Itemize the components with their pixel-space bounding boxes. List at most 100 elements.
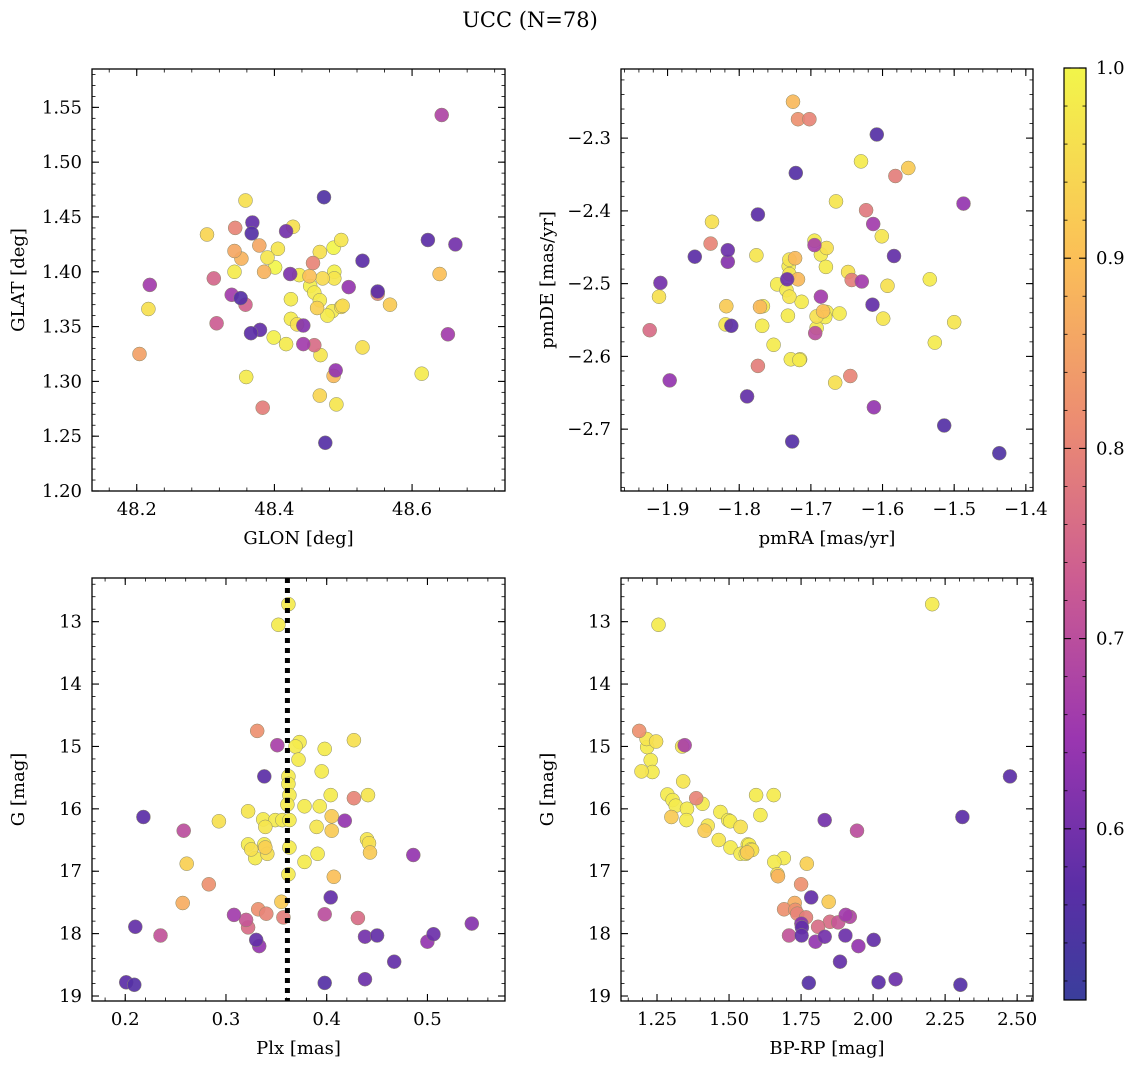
data-point — [662, 373, 677, 388]
data-point — [282, 266, 298, 282]
data-point — [296, 336, 311, 352]
data-point — [320, 308, 335, 323]
data-point — [252, 238, 267, 253]
data-point — [314, 764, 329, 779]
x-tick-label: 2.50 — [997, 1009, 1037, 1030]
data-point — [838, 907, 853, 923]
data-point — [337, 813, 353, 828]
x-tick-label: 1.25 — [637, 1009, 677, 1030]
scatter-panel-1: 48.2 48.4 48.6 1.20 1.25 1.30 1.35 1.40 1.45 1.50… — [8, 68, 506, 549]
data-point — [781, 928, 797, 943]
data-point — [283, 291, 299, 307]
data-point — [432, 266, 447, 282]
data-point — [270, 737, 285, 753]
colorbar-tick-label: 0.8 — [1096, 438, 1125, 459]
y-tick-label: 1.40 — [42, 262, 82, 283]
data-point — [782, 289, 797, 304]
y-tick-label: 1.25 — [42, 426, 82, 447]
x-tick-label: 2.00 — [853, 1009, 893, 1030]
data-point — [827, 375, 843, 390]
y-tick-label: 15 — [59, 736, 82, 757]
x-tick-label: 1.75 — [781, 1009, 821, 1030]
x-tick-label: 48.6 — [392, 499, 432, 520]
data-point — [370, 284, 385, 299]
figure-title: UCC (N=78) — [462, 8, 598, 32]
data-point — [302, 268, 317, 284]
data-point — [946, 314, 962, 330]
data-point — [854, 274, 870, 289]
data-point — [360, 787, 376, 803]
y-tick-label: 1.30 — [42, 371, 82, 392]
y-tick-label: 1.45 — [42, 207, 82, 228]
data-point — [687, 249, 703, 264]
data-point — [802, 111, 817, 127]
x-tick-label: 1.50 — [709, 1009, 749, 1030]
data-point — [266, 330, 281, 345]
colorbar-tick-label: 0.7 — [1096, 629, 1125, 650]
scatter-panel-2: −1.9 −1.8 −1.7 −1.6 −1.5 −1.4 −2.7 −2.6 −2.5 −2.4… — [537, 68, 1048, 549]
y-tick-label: 1.20 — [42, 481, 82, 502]
y-axis-label: G [mag] — [537, 753, 558, 826]
data-point — [132, 346, 147, 362]
data-point — [316, 189, 332, 205]
data-point — [784, 434, 800, 449]
data-point — [780, 308, 796, 323]
y-tick-label: −2.3 — [567, 128, 611, 149]
x-tick-label: −1.9 — [646, 499, 690, 520]
data-point — [642, 322, 657, 338]
y-tick-label: 18 — [59, 924, 82, 945]
y-tick-label: 1.55 — [42, 97, 82, 118]
data-point — [369, 928, 385, 943]
data-point — [256, 264, 272, 280]
data-point — [819, 240, 834, 256]
data-point — [953, 977, 968, 993]
x-tick-label: −1.4 — [1004, 499, 1048, 520]
data-point — [785, 94, 801, 109]
data-point — [278, 336, 294, 352]
data-point — [128, 919, 143, 935]
data-point — [849, 823, 865, 838]
x-axis-label: GLON [deg] — [243, 528, 353, 549]
data-point — [651, 617, 666, 633]
data-point — [794, 294, 809, 310]
y-tick-label: 16 — [59, 799, 82, 820]
data-point — [793, 877, 809, 892]
data-point — [309, 300, 325, 316]
data-point — [677, 737, 692, 753]
data-point — [448, 237, 463, 252]
data-point — [720, 242, 736, 258]
data-point — [880, 278, 895, 294]
data-point — [434, 107, 449, 123]
data-point — [787, 250, 803, 266]
points-1 — [132, 107, 463, 451]
data-point — [260, 250, 275, 265]
data-point — [679, 812, 694, 828]
x-tick-label: 0.3 — [212, 1009, 241, 1030]
data-point — [865, 297, 880, 312]
y-tick-label: −2.5 — [567, 274, 611, 295]
data-point — [724, 318, 739, 334]
data-point — [832, 306, 847, 321]
data-point — [749, 248, 764, 263]
data-point — [324, 809, 339, 824]
data-point — [1002, 769, 1018, 784]
data-point — [901, 160, 916, 176]
data-point — [739, 389, 755, 404]
data-point — [753, 807, 768, 823]
data-point — [754, 318, 770, 334]
y-axis-label: GLAT [deg] — [8, 228, 29, 332]
data-point — [675, 774, 691, 789]
scatter-panel-3: 0.2 0.3 0.4 0.5 13 14 15 16 17 18 19 Plx [mas] G [ma… — [8, 577, 506, 1059]
data-point — [653, 275, 668, 291]
y-axis-label: G [mag] — [8, 753, 29, 826]
data-point — [278, 223, 294, 239]
y-tick-label: 19 — [588, 986, 611, 1007]
data-point — [127, 977, 142, 993]
data-point — [386, 954, 402, 969]
data-point — [296, 318, 311, 333]
data-point — [843, 368, 858, 384]
data-point — [259, 906, 274, 921]
data-point — [288, 739, 303, 754]
data-point — [464, 916, 480, 931]
data-point — [312, 799, 327, 814]
